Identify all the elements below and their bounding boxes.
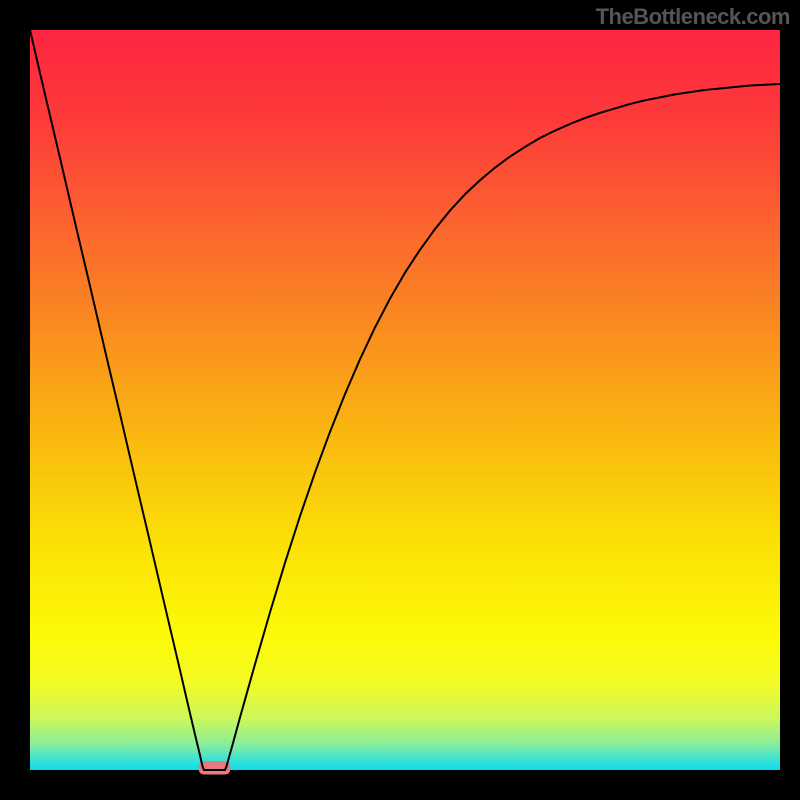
watermark-text: TheBottleneck.com xyxy=(596,4,790,30)
chart-svg xyxy=(0,0,800,800)
plot-area xyxy=(30,30,780,770)
chart-container: TheBottleneck.com xyxy=(0,0,800,800)
